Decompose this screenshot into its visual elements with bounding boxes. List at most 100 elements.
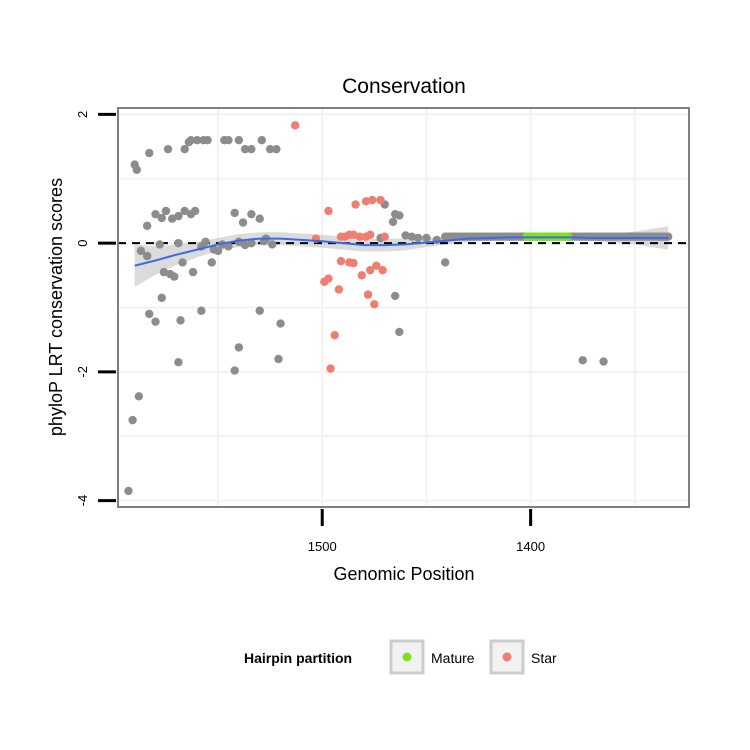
- legend-mature-point: [402, 652, 412, 662]
- other-point: [276, 319, 285, 328]
- legend: Hairpin partition Mature Star: [244, 639, 557, 675]
- other-point: [401, 231, 410, 240]
- star-point: [334, 285, 344, 294]
- other-point: [174, 238, 183, 248]
- other-point: [134, 392, 144, 401]
- other-point: [192, 135, 202, 145]
- other-point: [599, 357, 608, 366]
- smooth-line-layer: [134, 236, 669, 267]
- y-axis-label: phyloP LRT conservation scores: [46, 178, 66, 436]
- other-point: [188, 267, 198, 277]
- other-point: [268, 240, 277, 249]
- star-point: [326, 364, 335, 373]
- star-point: [370, 300, 379, 309]
- other-point: [151, 209, 160, 219]
- legend-entry-star: Star: [489, 639, 557, 675]
- other-point: [422, 233, 431, 243]
- other-point: [257, 135, 266, 145]
- other-point: [213, 246, 223, 256]
- star-point: [330, 330, 339, 340]
- other-point: [197, 306, 206, 315]
- other-point: [161, 206, 171, 216]
- star-point: [349, 258, 358, 268]
- star-point: [349, 230, 358, 239]
- x-axis-label: Genomic Position: [333, 564, 474, 584]
- other-point: [240, 144, 250, 154]
- star-point: [363, 290, 373, 299]
- star-point: [324, 206, 333, 216]
- other-point: [274, 354, 283, 364]
- loess-smooth-line: [134, 236, 669, 267]
- other-point: [432, 235, 442, 245]
- other-point: [136, 246, 146, 256]
- legend-title: Hairpin partition: [244, 650, 352, 666]
- other-point: [145, 148, 154, 158]
- star-point: [365, 230, 375, 239]
- other-point: [155, 240, 164, 249]
- other-point: [186, 135, 196, 145]
- other-point: [234, 135, 244, 145]
- other-point: [224, 135, 233, 145]
- x-axis: 1500 1400: [308, 509, 545, 554]
- other-point: [176, 316, 185, 325]
- other-point: [203, 135, 212, 145]
- other-point: [145, 309, 154, 319]
- other-point: [178, 258, 187, 267]
- other-point: [132, 165, 141, 174]
- legend-star-point: [502, 652, 512, 662]
- other-point: [124, 486, 133, 496]
- other-point: [142, 251, 152, 261]
- other-point: [234, 343, 244, 352]
- other-point: [407, 232, 417, 241]
- star-point: [378, 265, 387, 275]
- legend-label-star: Star: [531, 650, 557, 666]
- y-axis: -4 -2 0 2: [75, 111, 116, 507]
- other-point: [174, 211, 183, 221]
- legend-entry-mature: Mature: [389, 639, 475, 675]
- y-tick-label: 2: [75, 111, 90, 118]
- other-point: [413, 233, 423, 243]
- other-point: [224, 242, 233, 251]
- other-point: [578, 356, 587, 365]
- star-point: [290, 121, 300, 130]
- legend-label-mature: Mature: [431, 650, 475, 666]
- x-tick-label: 1400: [516, 539, 545, 554]
- other-point: [157, 293, 166, 303]
- other-point: [230, 366, 239, 375]
- star-point: [368, 195, 377, 205]
- other-point: [663, 232, 673, 241]
- other-point: [230, 208, 239, 218]
- other-point: [272, 144, 281, 154]
- other-point: [388, 217, 398, 227]
- star-point: [376, 195, 385, 205]
- other-point: [190, 206, 200, 216]
- other-point: [170, 272, 179, 281]
- grid-lines: [118, 108, 689, 507]
- other-point: [395, 211, 404, 220]
- star-point: [361, 197, 371, 206]
- star-point: [365, 265, 375, 275]
- other-point: [157, 213, 166, 223]
- other-point: [255, 306, 264, 315]
- other-point: [247, 238, 256, 248]
- star-point: [351, 200, 360, 209]
- other-point: [238, 218, 248, 227]
- other-point: [255, 214, 264, 223]
- plot-panel-border: [117, 107, 690, 508]
- other-point: [180, 206, 189, 216]
- other-point: [265, 144, 275, 154]
- y-tick-label: -4: [75, 495, 90, 507]
- other-point: [174, 358, 183, 367]
- other-point: [247, 144, 256, 154]
- other-point: [440, 258, 450, 267]
- other-point: [390, 291, 400, 301]
- chart-title: Conservation: [342, 75, 466, 98]
- star-point: [380, 232, 389, 241]
- other-point: [180, 144, 189, 154]
- y-tick-label: -2: [75, 366, 90, 378]
- star-point: [372, 261, 381, 270]
- star-point: [336, 256, 346, 266]
- other-point: [128, 415, 137, 425]
- other-point: [163, 144, 173, 154]
- other-point: [142, 221, 152, 230]
